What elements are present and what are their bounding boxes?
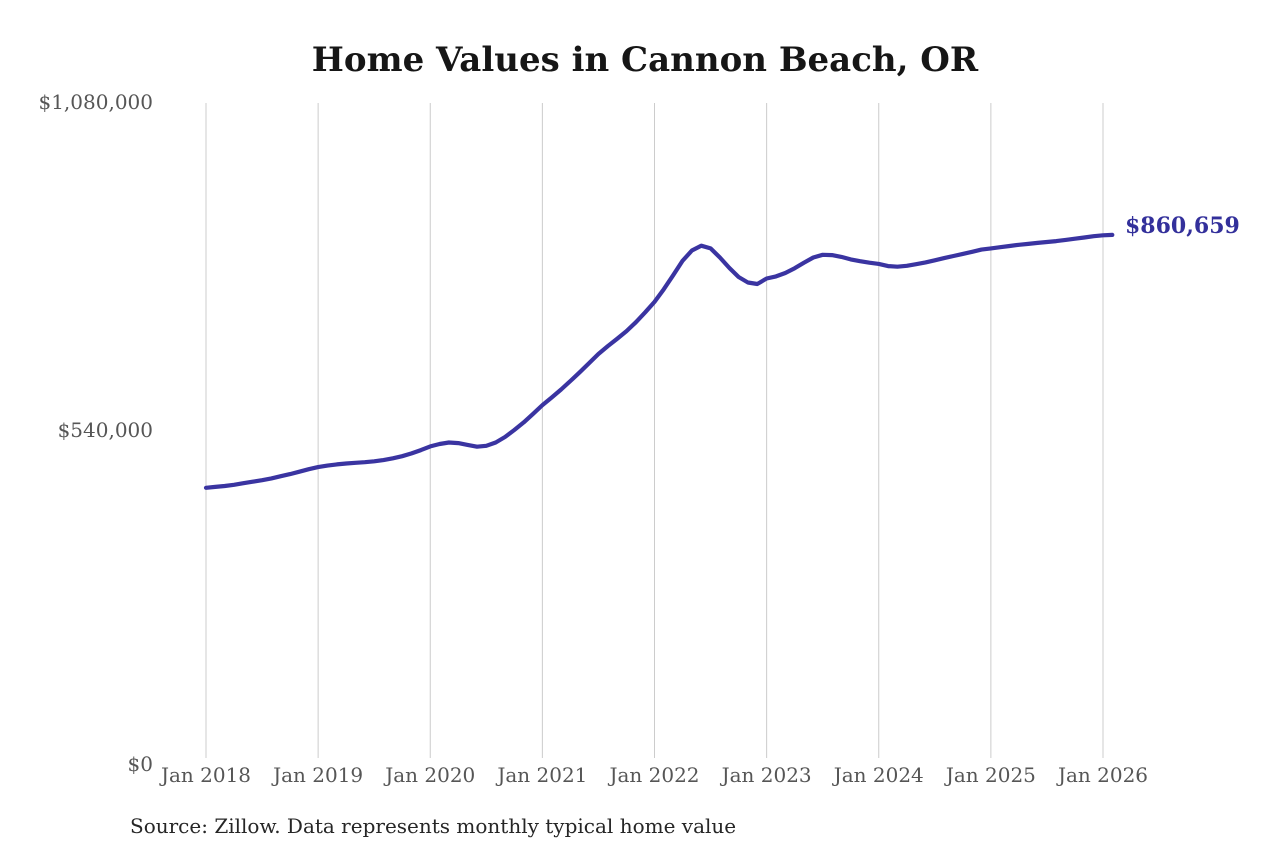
end-value-label: $860,659 [1125,213,1240,239]
home-value-series-line [203,232,1115,490]
y-axis-tick-label: $0 [127,751,153,776]
x-axis-tick-label: Jan 2024 [833,763,924,787]
source-note: Source: Zillow. Data represents monthly … [130,814,737,838]
y-axis-tick-label: $1,080,000 [38,89,153,114]
x-axis-tick-label: Jan 2026 [1057,763,1149,787]
x-axis-tick-label: Jan 2019 [273,763,364,787]
x-axis-tick-label: Jan 2025 [945,763,1036,787]
x-axis-tick-label: Jan 2018 [160,763,252,787]
x-axis-tick-label: Jan 2023 [721,763,812,787]
x-axis-tick-label: Jan 2022 [609,763,700,787]
chart-title: Home Values in Cannon Beach, OR [311,40,979,80]
x-axis-tick-label: Jan 2021 [497,763,588,787]
x-axis-tick-label: Jan 2020 [385,763,476,787]
y-axis-tick-label: $540,000 [57,418,153,442]
